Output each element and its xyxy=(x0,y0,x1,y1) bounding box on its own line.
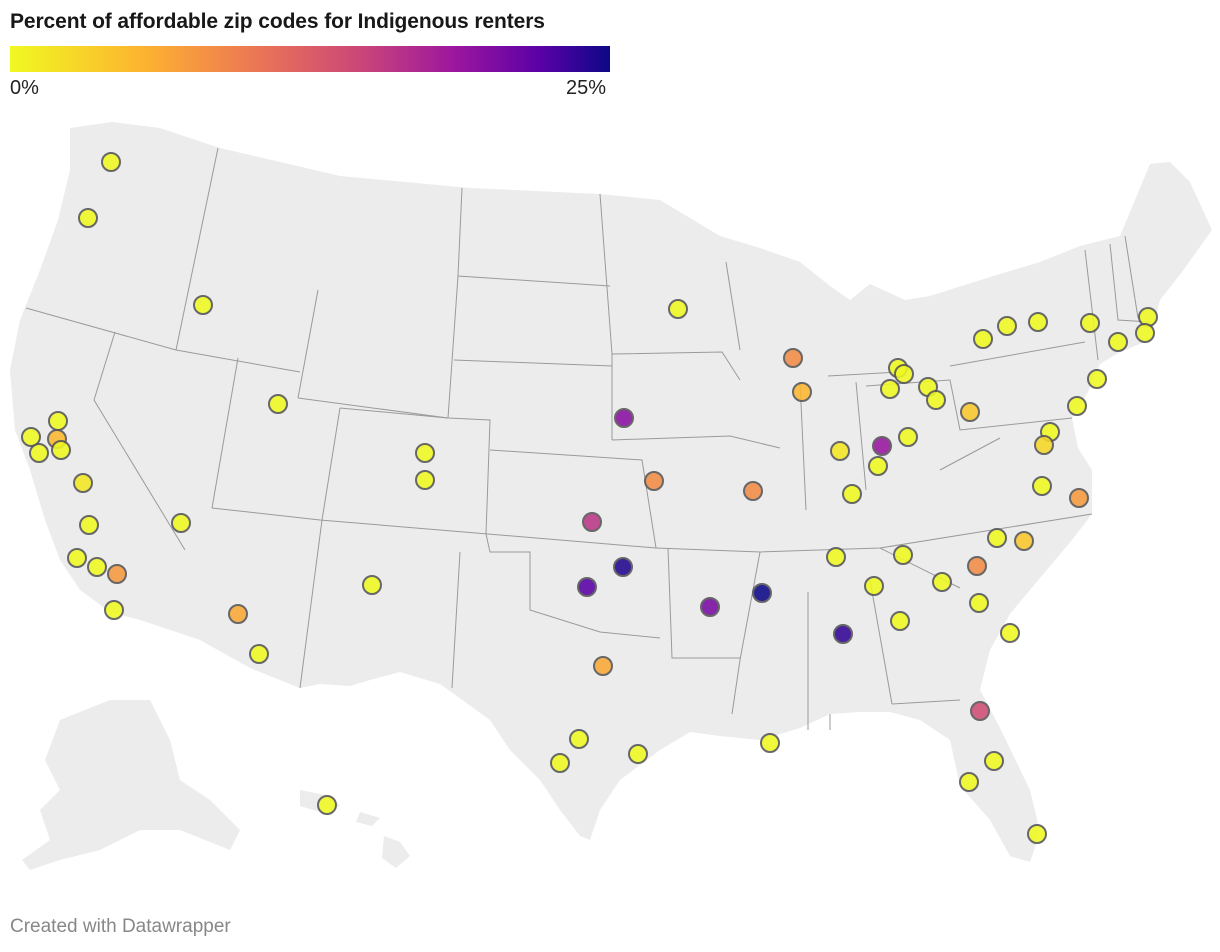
city-marker-toledo[interactable] xyxy=(880,379,900,399)
city-marker-buffalo[interactable] xyxy=(973,329,993,349)
city-marker-st-louis[interactable] xyxy=(743,481,763,501)
city-marker-albuquerque[interactable] xyxy=(362,575,382,595)
city-marker-denver-2[interactable] xyxy=(415,470,435,490)
city-marker-dayton[interactable] xyxy=(872,436,892,456)
city-marker-wichita[interactable] xyxy=(582,512,602,532)
city-marker-virginia-beach[interactable] xyxy=(1069,488,1089,508)
city-marker-boise[interactable] xyxy=(193,295,213,315)
city-marker-los-angeles[interactable] xyxy=(87,557,107,577)
city-marker-tulsa[interactable] xyxy=(613,557,633,577)
city-marker-san-antonio[interactable] xyxy=(550,753,570,773)
city-marker-sf-bay-1[interactable] xyxy=(48,411,68,431)
city-marker-phoenix[interactable] xyxy=(228,604,248,624)
city-marker-san-diego[interactable] xyxy=(104,600,124,620)
city-marker-knoxville[interactable] xyxy=(893,545,913,565)
city-marker-dallas[interactable] xyxy=(593,656,613,676)
city-marker-boston[interactable] xyxy=(1138,307,1158,327)
city-marker-jacksonville[interactable] xyxy=(970,701,990,721)
city-marker-nashville[interactable] xyxy=(826,547,846,567)
city-marker-denver-1[interactable] xyxy=(415,443,435,463)
city-marker-riverside[interactable] xyxy=(107,564,127,584)
city-marker-ventura[interactable] xyxy=(67,548,87,568)
city-marker-charleston[interactable] xyxy=(1000,623,1020,643)
city-marker-milwaukee[interactable] xyxy=(783,348,803,368)
city-marker-raleigh[interactable] xyxy=(1014,531,1034,551)
city-marker-honolulu[interactable] xyxy=(317,795,337,815)
city-marker-detroit[interactable] xyxy=(894,364,914,384)
color-scale-bar xyxy=(10,46,610,72)
city-marker-pittsburgh[interactable] xyxy=(960,402,980,422)
city-marker-fresno[interactable] xyxy=(73,473,93,493)
city-marker-sf-bay-4[interactable] xyxy=(29,443,49,463)
city-marker-columbus[interactable] xyxy=(898,427,918,447)
credit-footer: Created with Datawrapper xyxy=(10,916,231,937)
city-marker-tucson[interactable] xyxy=(249,644,269,664)
city-marker-chattanooga[interactable] xyxy=(864,576,884,596)
city-marker-louisville[interactable] xyxy=(842,484,862,504)
city-marker-memphis[interactable] xyxy=(752,583,772,603)
city-marker-akron[interactable] xyxy=(926,390,946,410)
legend-max-label: 25% xyxy=(566,77,607,99)
city-marker-seattle-area-2[interactable] xyxy=(78,208,98,228)
city-marker-new-york[interactable] xyxy=(1087,369,1107,389)
map-title: Percent of affordable zip codes for Indi… xyxy=(10,10,545,33)
legend-min-label: 0% xyxy=(10,77,39,99)
city-marker-birmingham[interactable] xyxy=(833,624,853,644)
city-marker-atlanta[interactable] xyxy=(890,611,910,631)
city-marker-tampa[interactable] xyxy=(959,772,979,792)
city-marker-oklahoma-city[interactable] xyxy=(577,577,597,597)
city-marker-austin[interactable] xyxy=(569,729,589,749)
city-marker-kansas-city[interactable] xyxy=(644,471,664,491)
city-marker-minneapolis[interactable] xyxy=(668,299,688,319)
city-marker-new-orleans[interactable] xyxy=(760,733,780,753)
city-marker-greenville[interactable] xyxy=(932,572,952,592)
city-marker-las-vegas[interactable] xyxy=(171,513,191,533)
city-markers xyxy=(21,152,1158,844)
city-marker-richmond[interactable] xyxy=(1032,476,1052,496)
city-marker-syracuse[interactable] xyxy=(1028,312,1048,332)
city-marker-omaha[interactable] xyxy=(614,408,634,428)
city-marker-charlotte[interactable] xyxy=(967,556,987,576)
city-marker-orlando[interactable] xyxy=(984,751,1004,771)
hawaii-shape xyxy=(300,790,410,868)
city-marker-salt-lake-city[interactable] xyxy=(268,394,288,414)
alaska-shape xyxy=(22,700,240,870)
city-marker-indianapolis[interactable] xyxy=(830,441,850,461)
map-land xyxy=(10,122,1212,870)
city-marker-bakersfield[interactable] xyxy=(79,515,99,535)
city-marker-chicago[interactable] xyxy=(792,382,812,402)
city-marker-washington-dc[interactable] xyxy=(1034,435,1054,455)
city-marker-greensboro[interactable] xyxy=(987,528,1007,548)
city-marker-sf-bay-2[interactable] xyxy=(21,427,41,447)
city-marker-seattle-area-1[interactable] xyxy=(101,152,121,172)
city-marker-houston[interactable] xyxy=(628,744,648,764)
city-marker-sf-bay-5[interactable] xyxy=(51,440,71,460)
city-marker-providence[interactable] xyxy=(1135,323,1155,343)
city-marker-rochester[interactable] xyxy=(997,316,1017,336)
city-marker-albany[interactable] xyxy=(1080,313,1100,333)
city-marker-philadelphia[interactable] xyxy=(1067,396,1087,416)
city-marker-hartford[interactable] xyxy=(1108,332,1128,352)
city-marker-columbia[interactable] xyxy=(969,593,989,613)
city-marker-miami[interactable] xyxy=(1027,824,1047,844)
city-marker-little-rock[interactable] xyxy=(700,597,720,617)
city-marker-cincinnati[interactable] xyxy=(868,456,888,476)
contiguous-us-shape xyxy=(10,122,1212,862)
